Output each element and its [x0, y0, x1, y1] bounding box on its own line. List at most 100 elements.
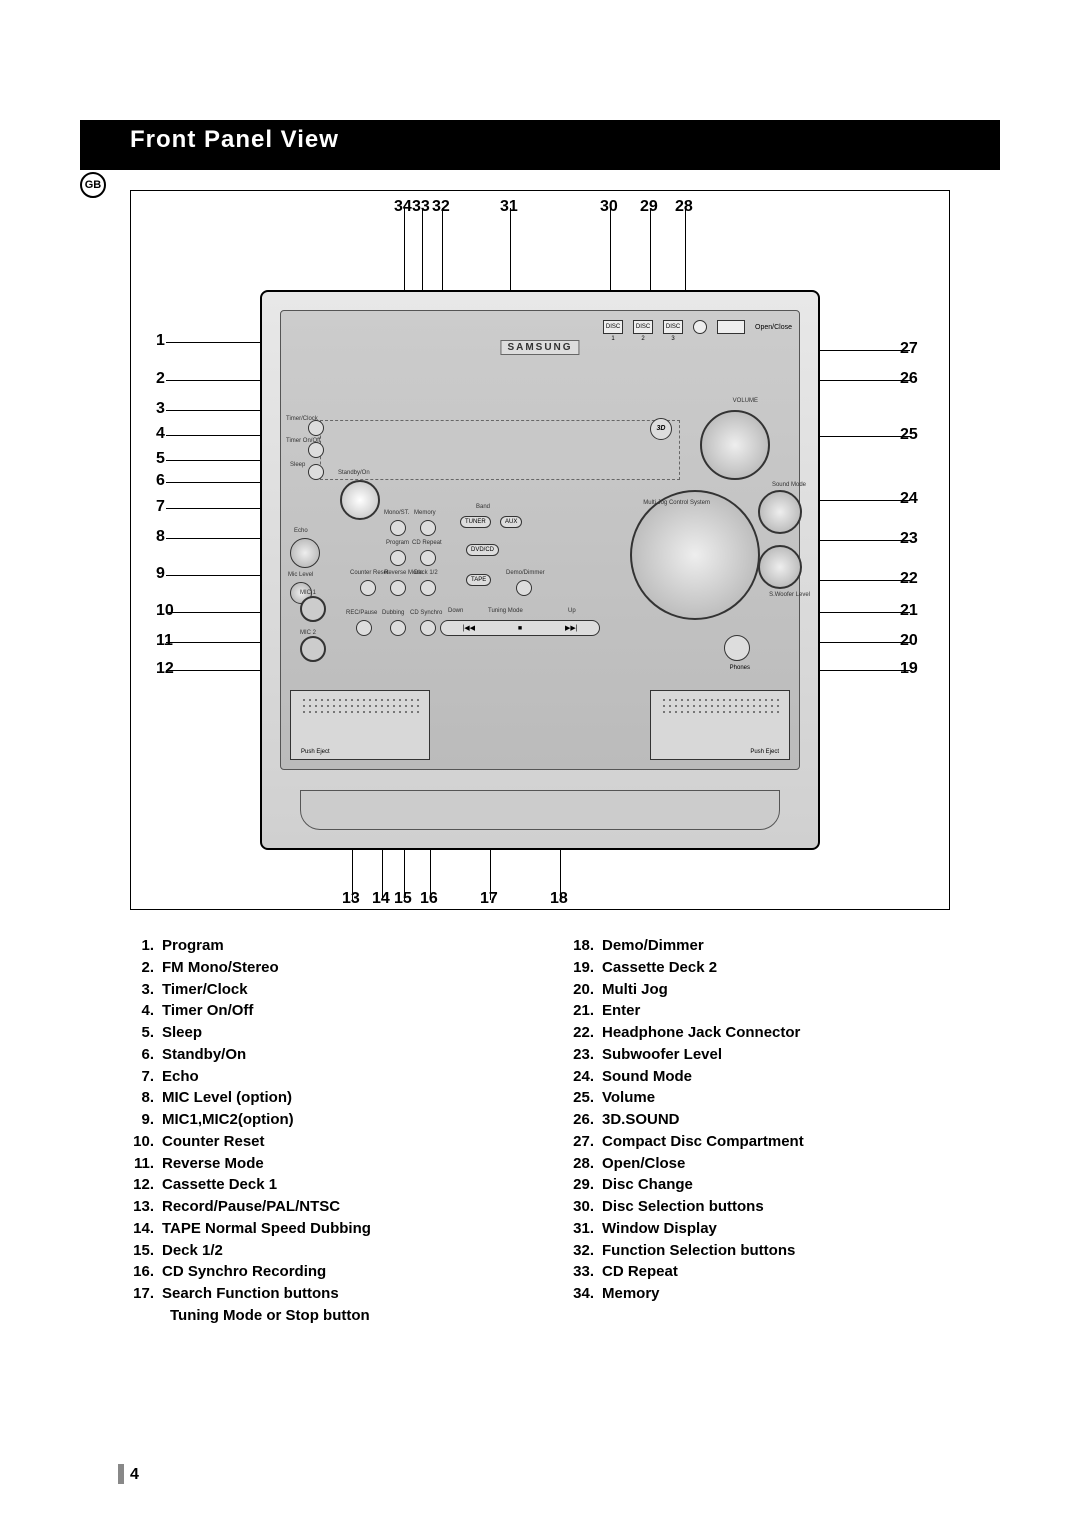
open-close-label: Open/Close — [755, 324, 792, 331]
legend-item: 17.Search Function buttons — [130, 1283, 510, 1305]
standby-label: Standby/On — [338, 470, 370, 476]
3d-sound-badge: 3D — [650, 418, 672, 440]
legend-column-right: 18.Demo/Dimmer19.Cassette Deck 220.Multi… — [570, 935, 950, 1327]
legend-number: 11. — [130, 1153, 162, 1175]
legend-number: 33. — [570, 1261, 602, 1283]
legend-label: Multi Jog — [602, 979, 950, 1001]
callout-line — [442, 208, 443, 300]
legend-number: 24. — [570, 1066, 602, 1088]
legend-item: 26.3D.SOUND — [570, 1109, 950, 1131]
legend-number: 20. — [570, 979, 602, 1001]
legend-label: Function Selection buttons — [602, 1240, 950, 1262]
legend-label: Record/Pause/PAL/NTSC — [162, 1196, 510, 1218]
mono-st-button — [390, 520, 406, 536]
legend-label: 3D.SOUND — [602, 1109, 950, 1131]
legend-item: 3.Timer/Clock — [130, 979, 510, 1001]
legend-number: 31. — [570, 1218, 602, 1240]
callout-line — [166, 460, 260, 461]
callout-number: 30 — [600, 198, 618, 216]
callout-number: 3 — [156, 400, 165, 418]
callout-line — [820, 580, 910, 581]
legend-item: 21.Enter — [570, 1000, 950, 1022]
legend-label: Headphone Jack Connector — [602, 1022, 950, 1044]
callout-number: 19 — [900, 660, 918, 678]
callout-number: 5 — [156, 450, 165, 468]
legend-number: 1. — [130, 935, 162, 957]
legend-item: 2.FM Mono/Stereo — [130, 957, 510, 979]
legend-label: CD Synchro Recording — [162, 1261, 510, 1283]
callout-number: 34 — [394, 198, 412, 216]
legend-label: Search Function buttons — [162, 1283, 510, 1305]
callout-number: 24 — [900, 490, 918, 508]
legend-number: 32. — [570, 1240, 602, 1262]
mic2-label: MIC 2 — [300, 630, 340, 636]
up-label: Up — [568, 608, 576, 614]
legend-number: 34. — [570, 1283, 602, 1305]
legend-number: 7. — [130, 1066, 162, 1088]
legend-label: MIC Level (option) — [162, 1087, 510, 1109]
legend-label: Window Display — [602, 1218, 950, 1240]
timer-onoff-button — [308, 442, 324, 458]
legend-item: 6.Standby/On — [130, 1044, 510, 1066]
display-window — [320, 420, 680, 480]
legend-item: 29.Disc Change — [570, 1174, 950, 1196]
page-number: 4 — [130, 1466, 139, 1484]
dubbing-button — [390, 620, 406, 636]
legend-label: Reverse Mode — [162, 1153, 510, 1175]
callout-line — [820, 642, 910, 643]
memory-button — [420, 520, 436, 536]
callout-line — [422, 208, 423, 300]
rec-pause-button — [356, 620, 372, 636]
cd-repeat-button — [420, 550, 436, 566]
legend-label: FM Mono/Stereo — [162, 957, 510, 979]
legend-label: Cassette Deck 2 — [602, 957, 950, 979]
page-number-bar — [118, 1464, 124, 1484]
legend-item: 13.Record/Pause/PAL/NTSC — [130, 1196, 510, 1218]
tuner-button: TUNER — [460, 516, 491, 528]
legend-number: 28. — [570, 1153, 602, 1175]
legend-item: 8.MIC Level (option) — [130, 1087, 510, 1109]
legend-number: 21. — [570, 1000, 602, 1022]
legend-label: Open/Close — [602, 1153, 950, 1175]
legend-number: 30. — [570, 1196, 602, 1218]
push-eject-1: Push Eject — [301, 749, 330, 755]
legend-item: 22.Headphone Jack Connector — [570, 1022, 950, 1044]
legend-item: 32.Function Selection buttons — [570, 1240, 950, 1262]
mic-jacks: MIC 1 MIC 2 — [300, 590, 340, 670]
timer-clock-label: Timer/Clock — [286, 416, 318, 422]
callout-line — [166, 380, 260, 381]
callout-number: 8 — [156, 528, 165, 546]
mic-level-label: Mic Level — [288, 572, 313, 578]
callout-number: 33 — [412, 198, 430, 216]
reverse-mode-button — [390, 580, 406, 596]
cassette-deck-2: Push Eject — [650, 690, 790, 760]
legend-label: Compact Disc Compartment — [602, 1131, 950, 1153]
page-title: Front Panel View — [130, 126, 339, 154]
callout-line — [820, 612, 910, 613]
legend-subline: Tuning Mode or Stop button — [130, 1305, 510, 1327]
callout-line — [166, 342, 260, 343]
deck2-grille — [661, 697, 779, 717]
aux-button: AUX — [500, 516, 522, 528]
deck1-grille — [301, 697, 419, 717]
demo-dimmer-label: Demo/Dimmer — [506, 570, 545, 576]
callout-number: 6 — [156, 472, 165, 490]
callout-line — [510, 208, 511, 300]
dvd-cd-button: DVD/CD — [466, 544, 499, 556]
callout-line — [166, 435, 260, 436]
callout-number: 25 — [900, 426, 918, 444]
callout-number: 18 — [550, 890, 568, 908]
legend-item: 12.Cassette Deck 1 — [130, 1174, 510, 1196]
legend-item: 34.Memory — [570, 1283, 950, 1305]
sleep-label: Sleep — [290, 462, 305, 468]
legend-number: 15. — [130, 1240, 162, 1262]
legend-label: Timer On/Off — [162, 1000, 510, 1022]
down-label: Down — [448, 608, 463, 614]
callout-number: 20 — [900, 632, 918, 650]
swoofer-label: S.Woofer Level — [769, 592, 810, 598]
volume-knob — [700, 410, 770, 480]
tuning-mode-label: Tuning Mode — [488, 608, 523, 614]
callout-number: 23 — [900, 530, 918, 548]
callout-number: 11 — [156, 632, 173, 650]
legend-label: Standby/On — [162, 1044, 510, 1066]
